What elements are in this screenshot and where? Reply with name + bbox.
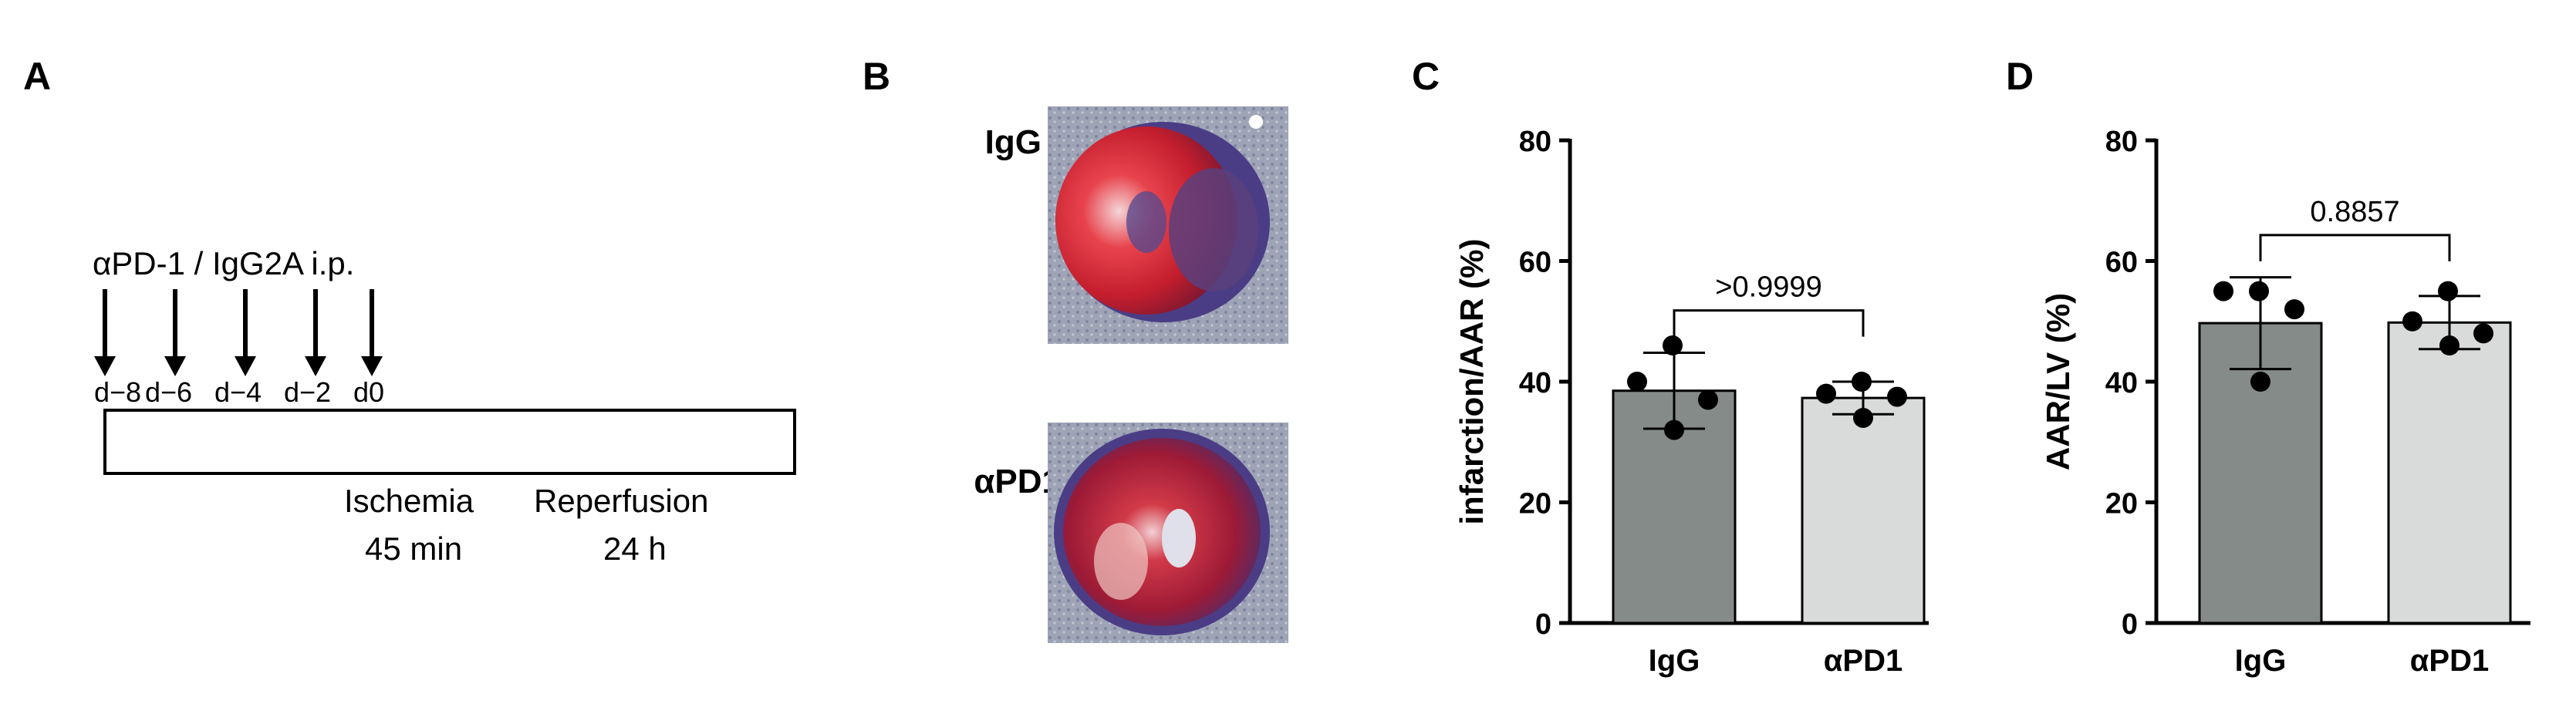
p-value-label: >0.9999 — [1715, 271, 1821, 304]
y-axis-label: AAR/LV (%) — [2040, 293, 2076, 470]
data-point — [1852, 372, 1872, 392]
x-tick-label: αPD1 — [2410, 644, 2489, 678]
ischemia-label: Ischemia — [344, 483, 474, 519]
data-point — [1698, 389, 1718, 410]
data-point — [2473, 323, 2493, 344]
data-point — [1663, 335, 1683, 356]
y-tick-label: 20 — [1519, 488, 1551, 520]
timeline-diagram — [94, 289, 796, 475]
treatment-label: αPD-1 / IgG2A i.p. — [93, 245, 355, 281]
day-label: d0 — [353, 376, 385, 408]
data-point — [2284, 299, 2304, 320]
y-tick-label: 0 — [1535, 608, 1551, 641]
heart-section-igg-image — [1048, 106, 1288, 344]
day-label: d−4 — [214, 376, 262, 408]
reperfusion-label: Reperfusion — [534, 483, 709, 519]
data-point — [1853, 407, 1873, 428]
panel-c-letter: C — [1412, 55, 1440, 98]
x-tick-label: IgG — [1649, 644, 1700, 678]
data-point — [2250, 372, 2270, 392]
dose-arrowhead — [164, 356, 186, 376]
ischemia-time: 45 min — [365, 530, 463, 567]
day-label: d−6 — [145, 376, 193, 408]
y-tick-label: 80 — [1519, 126, 1551, 158]
comparison-bracket — [1673, 309, 1865, 337]
x-tick-label: αPD1 — [1824, 644, 1902, 678]
p-value-label: 0.8857 — [2310, 196, 2399, 228]
x-tick-label: IgG — [2235, 644, 2287, 678]
reperfusion-time: 24 h — [603, 530, 667, 567]
y-tick-label: 40 — [1519, 367, 1551, 399]
y-tick-label: 20 — [2105, 488, 2138, 520]
y-tick-label: 80 — [2105, 126, 2138, 158]
heart-section-apd1-image — [1048, 423, 1288, 643]
panel-b-letter: B — [863, 55, 891, 98]
panel-d-letter: D — [2006, 55, 2034, 98]
condition-label-igg: IgG — [984, 123, 1042, 161]
dose-arrows — [94, 289, 383, 376]
dose-arrowhead — [94, 356, 116, 376]
panel-a-letter: A — [23, 55, 52, 98]
data-point — [2249, 281, 2269, 301]
timeline-box — [103, 409, 796, 475]
bar — [1801, 396, 1926, 625]
data-point — [2439, 335, 2460, 356]
y-tick-label: 40 — [2105, 367, 2138, 399]
y-tick-label: 60 — [2105, 247, 2138, 279]
chart-d: AAR/LV (%) 0 20 40 60 80 IgG αPD1 0.8857 — [2040, 126, 2530, 678]
data-point — [1887, 386, 1907, 407]
day-label: d−2 — [284, 376, 332, 408]
dose-arrowhead — [305, 356, 326, 376]
day-label: d−8 — [94, 376, 142, 408]
data-point — [2402, 311, 2422, 332]
y-tick-label: 60 — [1519, 247, 1551, 279]
chart-c: infarction/AAR (%) 0 20 40 60 80 IgG αPD1 >0.999… — [1453, 126, 1929, 678]
y-tick-label: 0 — [2122, 608, 2138, 641]
data-point — [1664, 419, 1684, 440]
dose-arrowhead — [361, 356, 383, 376]
data-point — [1816, 383, 1836, 404]
y-axis-label: infarction/AAR (%) — [1453, 239, 1490, 525]
bar — [2387, 321, 2512, 625]
condition-label-apd1: αPD1 — [974, 463, 1061, 500]
comparison-bracket — [2259, 234, 2451, 261]
dose-arrowhead — [235, 356, 256, 376]
data-point — [2213, 281, 2233, 301]
data-point — [1627, 372, 1647, 392]
data-point — [2438, 281, 2458, 301]
